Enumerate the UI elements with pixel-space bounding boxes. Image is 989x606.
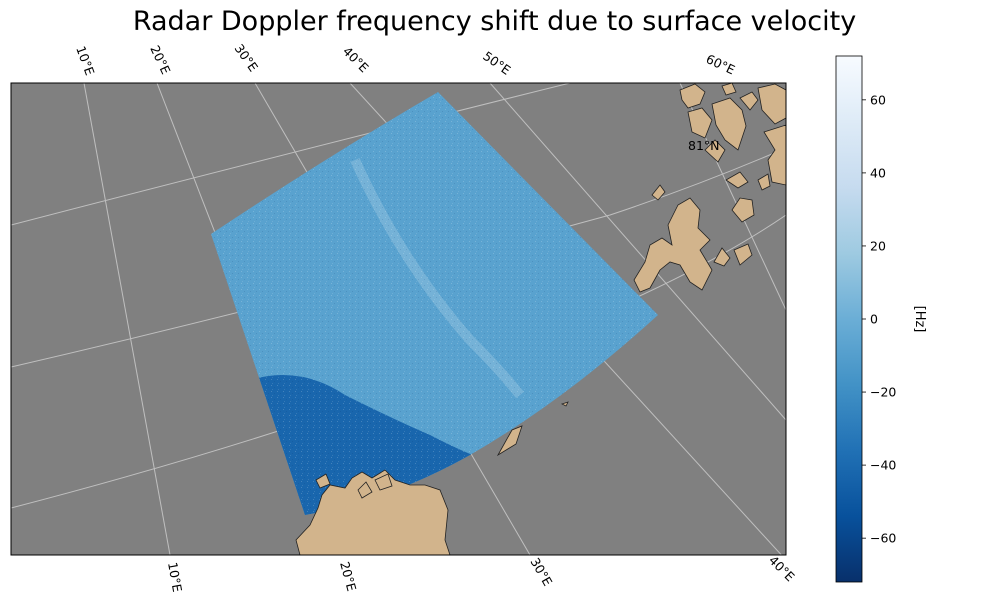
land-islet (315, 473, 331, 489)
colorbar-ticks: 60 40 20 0 −20 −40 −60 (862, 92, 896, 546)
lon-label-top: 20°E (147, 43, 173, 77)
meridian-line (489, 83, 786, 421)
lon-label-top: 60°E (704, 51, 738, 77)
top-longitude-labels: 10°E 20°E 30°E 40°E 50°E 60°E (73, 41, 737, 78)
land-northern-isles (763, 124, 786, 186)
lon-label-top: 50°E (480, 48, 513, 78)
colorbar-tick-label: −20 (870, 385, 896, 400)
colorbar-tick-label: −60 (870, 531, 896, 546)
colorbar-gradient (835, 55, 863, 583)
colorbar-tick-label: 0 (870, 312, 878, 327)
lon-label-top: 10°E (73, 44, 97, 77)
land-franz-josef (633, 197, 713, 293)
land-scandinavia (295, 469, 451, 555)
land-northern-isles (757, 83, 786, 125)
land-northern-isles (687, 107, 713, 139)
bottom-longitude-labels: 10°E 20°E 30°E 40°E (165, 553, 798, 594)
land-masses (295, 83, 786, 555)
lon-label-bottom: 20°E (337, 560, 359, 593)
land-northern-isles (679, 83, 706, 109)
chart-title: Radar Doppler frequency shift due to sur… (132, 6, 857, 37)
land-islet (374, 473, 393, 491)
land-northern-isles (711, 97, 747, 151)
land-northern-isles (721, 83, 737, 96)
land-svalbard-south (496, 425, 523, 457)
land-northern-isles (704, 139, 726, 163)
colorbar-tick-label: 60 (870, 92, 886, 107)
lon-label-top: 40°E (340, 44, 372, 76)
land-islet (560, 401, 569, 407)
land-islet (651, 184, 666, 201)
land-islet (757, 173, 771, 191)
land-islet (731, 197, 755, 223)
meridian-line (83, 83, 171, 555)
colorbar-tick-label: 40 (870, 165, 886, 180)
land-northern-isles (739, 91, 759, 111)
colorbar-tick-label: −40 (870, 458, 896, 473)
map-frame (10, 82, 787, 556)
lon-label-bottom: 30°E (527, 555, 555, 589)
lon-label-top: 30°E (232, 41, 262, 74)
land-islet (733, 243, 753, 266)
land-islet (713, 247, 731, 267)
map-panel: 10°E 20°E 30°E 40°E 50°E 60°E 10°E 20°E … (10, 41, 798, 594)
lat-label: 81°N (688, 138, 720, 153)
land-islet (357, 481, 373, 499)
colorbar-label: [Hz] (912, 306, 927, 333)
colorbar: 60 40 20 0 −20 −40 −60 [Hz] (835, 55, 927, 583)
lon-label-bottom: 10°E (165, 561, 185, 593)
land-islet (725, 171, 749, 189)
colorbar-tick-label: 20 (870, 238, 886, 253)
lon-label-bottom: 40°E (766, 553, 798, 585)
